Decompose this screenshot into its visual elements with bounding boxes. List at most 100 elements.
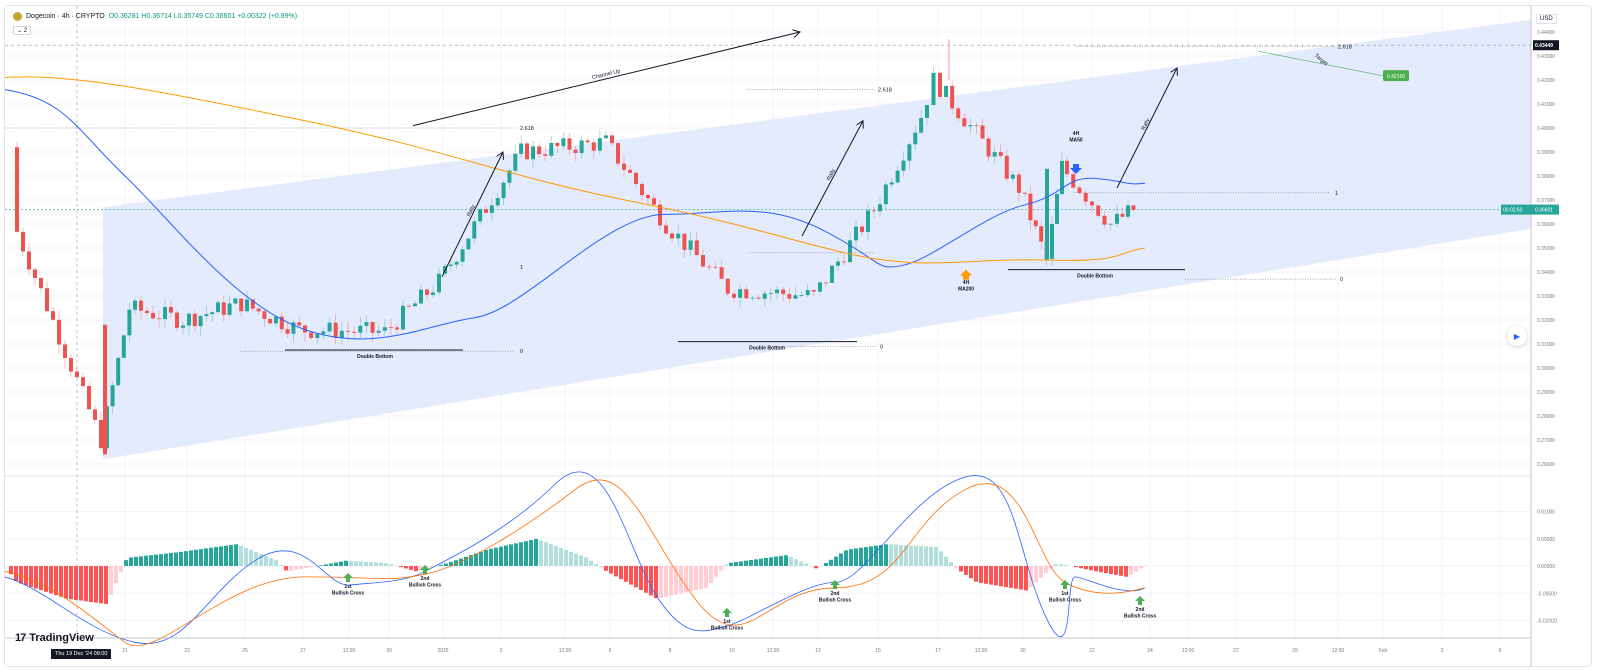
price-tick: 0.34000 [1537,270,1555,276]
histogram-bar [134,556,138,566]
histogram-bar [74,566,78,600]
candle-body [1060,160,1064,195]
histogram-bar [934,546,938,566]
candle-body [913,132,918,145]
histogram-bar [1129,566,1133,575]
histogram-bar [124,560,128,566]
candle-body [775,289,779,294]
histogram-bar [104,566,108,605]
candle-body [407,305,411,307]
histogram-bar [114,566,118,584]
histogram-bar [14,566,18,581]
histogram-bar [209,547,213,566]
candle-body [45,288,49,312]
histogram-bar [354,561,358,566]
target-line [1257,50,1386,77]
histogram-bar [49,566,53,594]
price-tick: 0.44000 [1537,30,1555,36]
histogram-bar [789,556,793,566]
histogram-bar [244,547,248,566]
histogram-bar [1044,566,1048,574]
time-tick: 3 [500,648,503,654]
histogram-bar [1014,566,1018,589]
histogram-bar [929,546,933,566]
candle-body [652,198,656,205]
candle-body [139,300,143,311]
histogram-bar [399,566,403,568]
histogram-bar [274,560,278,566]
price-tick: 0.37000 [1537,198,1555,204]
histogram-bar [1039,566,1043,578]
price-tick: 0.43000 [1537,54,1555,60]
histogram-bar [449,561,453,566]
histogram-bar [514,543,518,566]
histogram-bar [464,556,468,566]
histogram-bar [799,561,803,566]
candle-body [793,295,798,299]
candle-body [543,154,548,156]
candle-body [944,85,949,97]
histogram-bar [289,566,293,571]
indicators-collapse-button[interactable]: ⌄ 2 [13,26,32,35]
histogram-bar [359,561,363,566]
fib-level-label: 1 [520,265,523,271]
currency-selector[interactable]: USD [1536,14,1557,24]
candle-body [181,325,185,328]
time-tick: 29 [1292,648,1298,654]
histogram-bar [1019,566,1023,590]
histogram-bar [939,551,943,566]
bullish-cross-arrow-icon [420,565,430,574]
candle-body [87,386,91,410]
candle-body [950,85,955,109]
histogram-bar [9,566,13,575]
arrow-label: Rally [466,204,477,218]
candle-body [425,289,429,295]
histogram-bar [294,566,298,570]
candle-body [676,233,681,239]
rally-arrow [801,121,863,237]
candle-body [431,292,435,295]
histogram-bar [419,566,423,571]
candle-body [616,143,620,164]
candle-body [419,289,423,304]
histogram-bar [569,551,573,566]
histogram-bar [829,559,833,566]
histogram-bar [764,557,768,566]
histogram-bar [724,564,728,566]
histogram-bar [469,555,473,566]
candle-body [163,307,167,320]
histogram-bar [319,565,323,566]
candle-body [187,313,191,326]
candle-body [549,142,554,156]
tradingview-logo[interactable]: 17 TradingView [15,632,94,644]
histogram-bar [974,566,978,582]
histogram-bar [994,566,998,586]
candle-body [854,226,858,241]
fib-level-label: 0 [880,344,883,350]
candle-body [610,135,614,144]
candle-body [513,153,518,171]
histogram-bar [194,549,198,566]
histogram-bar [474,553,478,566]
histogram-bar [199,549,203,566]
candle-body [646,195,650,199]
candle-body [889,182,894,185]
histogram-bar [559,547,563,566]
scroll-to-realtime-button[interactable]: ▶ [1507,326,1527,346]
target-price-text: 0.42160 [1387,74,1405,80]
time-tick: 20 [1020,648,1026,654]
candle-body [750,297,755,299]
histogram-bar [629,566,633,585]
histogram-bar [369,562,373,566]
bullish-cross-label: Bullish Cross [409,583,441,589]
histogram-bar [64,566,68,599]
histogram-bar [699,566,703,590]
candle-body [51,311,55,320]
histogram-bar [834,556,838,566]
candle-body [75,371,79,378]
histogram-bar [879,545,883,566]
histogram-bar [204,548,208,566]
price-tick: 0.31000 [1537,342,1555,348]
symbol-legend[interactable]: Dogecoin · 4h · CRYPTO O0.36281 H0.36714… [13,12,297,21]
